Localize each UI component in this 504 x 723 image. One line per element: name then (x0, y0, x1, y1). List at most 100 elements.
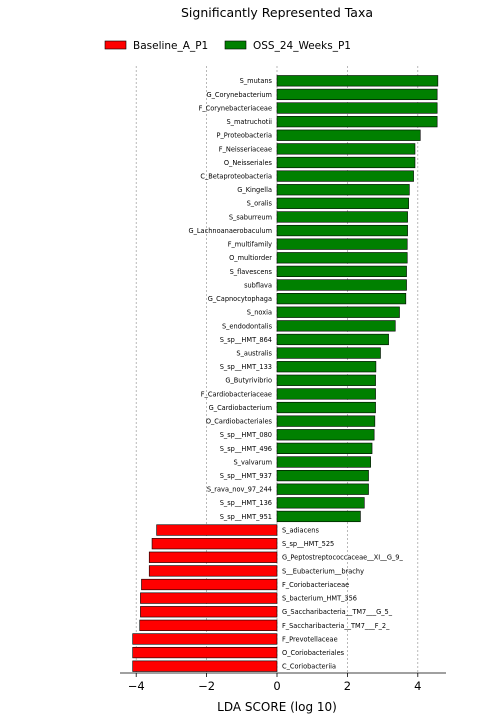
bar (276, 320, 396, 332)
bar-label: P_Proteobacteria (217, 132, 273, 140)
bar (276, 197, 409, 209)
bar-label: S_bacterium_HMT_356 (282, 595, 357, 603)
bar-label: G_Saccharibacteria__TM7___G_5_ (282, 608, 393, 616)
legend-swatch-baseline (104, 40, 127, 50)
bar-label: S_valvarum (233, 458, 272, 466)
bar (276, 361, 377, 373)
bar-label: O_Coriobacteriales (282, 649, 345, 657)
legend-swatch-oss (224, 40, 247, 50)
bar-label: O_Neisseriales (224, 159, 273, 167)
bar (276, 88, 438, 101)
bar (276, 116, 438, 128)
bar-label: C_Betaproteobacteria (200, 173, 272, 181)
bar-label: G_Kingella (237, 186, 272, 194)
bar-label: F_multifamily (228, 241, 272, 249)
bar-label: G_Corynebacterium (206, 91, 272, 99)
bar-label: S__Eubacterium__brachy (282, 567, 364, 575)
bar (148, 551, 278, 563)
bar (276, 497, 365, 509)
bar (276, 238, 408, 250)
x-tick-label: 0 (273, 679, 280, 693)
bar-label: S_sp__HMT_937 (220, 472, 272, 480)
bar-label: S_sp__HMT_951 (220, 513, 272, 521)
bar-label: C_Coriobacteriia (282, 663, 336, 671)
bar (276, 265, 407, 278)
bar-label: G_Cardiobacterium (209, 404, 272, 412)
bar-label: S_sp__HMT_864 (220, 336, 272, 344)
bars (132, 75, 439, 672)
legend: Baseline_A_P1 OSS_24_Weeks_P1 (104, 40, 351, 52)
x-tick-label: −4 (128, 679, 145, 693)
bar-label: S_sp__HMT_080 (220, 431, 272, 439)
bar-label: S_matruchotii (226, 118, 272, 126)
x-ticks: −4 −2 0 2 4 (128, 673, 421, 693)
bar (140, 606, 278, 618)
bar-label: G_Peptostreptococcaceae__XI__G_9_ (282, 554, 403, 562)
bar-label: S_sp__HMT_136 (220, 499, 272, 507)
bar-labels: S_mutans G_Corynebacterium F_Corynebacteri… (188, 77, 403, 670)
bar (276, 429, 375, 441)
bar-label: S_rava_nov_97_244 (207, 486, 272, 494)
bar-label: F_Corynebacteriaceae (199, 104, 272, 112)
bar (276, 401, 376, 414)
x-axis-label: LDA SCORE (log 10) (217, 700, 337, 714)
x-tick-label: 2 (344, 679, 351, 693)
bar-label: S_oralis (247, 200, 273, 208)
bar-label: F_Coriobacteriaceae (282, 581, 349, 589)
bar (276, 129, 421, 141)
bar-label: F_Neisseriaceae (219, 145, 272, 153)
bar (276, 456, 371, 468)
bar (276, 170, 414, 182)
bar (276, 252, 408, 264)
bar (276, 293, 407, 305)
bar (276, 156, 416, 169)
bar (276, 374, 376, 386)
bar (276, 510, 361, 523)
bar-label: S_flavescens (230, 268, 273, 276)
bar (276, 143, 416, 155)
bar (276, 483, 369, 495)
x-tick-label: 4 (414, 679, 421, 693)
bar (132, 646, 278, 659)
bar (276, 224, 408, 237)
bar-label: O_multiorder (229, 254, 272, 262)
bar (132, 633, 278, 645)
bar (276, 442, 373, 454)
bar (276, 388, 376, 400)
bar-label: F_Saccharibacteria__TM7___F_2_ (282, 622, 390, 630)
bar (141, 578, 278, 591)
bar (132, 660, 278, 672)
bar (151, 538, 278, 550)
bar (139, 619, 278, 631)
bar-label: S_sp__HMT_133 (220, 363, 272, 371)
bar (276, 279, 407, 291)
bar-label: G_Butyrivibrio (225, 377, 272, 385)
bar (140, 592, 278, 604)
bar-label: S_saburreum (229, 213, 272, 221)
bar (276, 306, 400, 318)
bar-label: F_Cardiobacteriaceae (201, 390, 272, 398)
bar-label: S_endodontalis (222, 322, 273, 330)
bar (276, 347, 381, 359)
bar-label: S_noxia (247, 309, 272, 317)
bar (276, 333, 389, 346)
bar-label: S_sp__HMT_525 (282, 540, 334, 548)
legend-label-oss: OSS_24_Weeks_P1 (253, 40, 351, 52)
bar-label: S_adiacens (282, 526, 319, 534)
bar-label: S_australis (236, 349, 272, 357)
bar-label: G_Lachnoanaerobaculum (188, 227, 272, 235)
bar (276, 184, 410, 196)
bar (276, 469, 369, 482)
bar (276, 75, 439, 87)
bar-label: F_Prevotellaceae (282, 635, 338, 643)
bar-label: G_Capnocytophaga (208, 295, 272, 303)
bar-label: S_sp__HMT_496 (220, 445, 272, 453)
bar (276, 415, 376, 427)
bar (276, 102, 438, 114)
bar-label: O_Cardiobacteriales (206, 418, 273, 426)
bar (148, 565, 278, 577)
chart-title: Significantly Represented Taxa (181, 5, 373, 20)
bar-label: subflava (244, 281, 272, 289)
legend-label-baseline: Baseline_A_P1 (133, 40, 208, 52)
